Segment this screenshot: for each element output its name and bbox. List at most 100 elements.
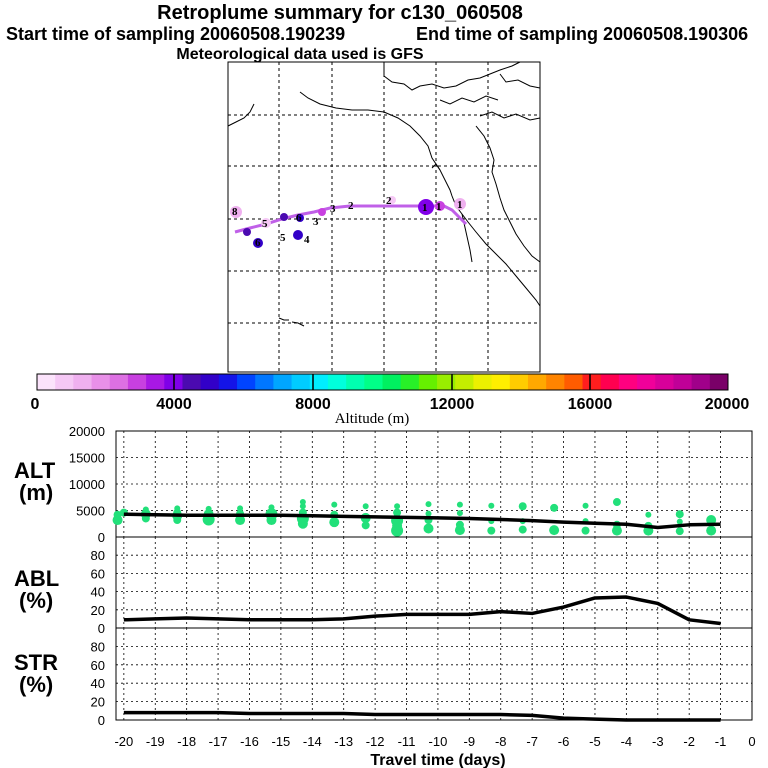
y-tick-label: 20 bbox=[91, 603, 105, 618]
traj-label: 1 bbox=[422, 202, 428, 214]
traj-label: 3 bbox=[313, 216, 319, 228]
trajectory-marker bbox=[243, 228, 251, 236]
particle-point bbox=[706, 515, 717, 526]
traj-label: 6 bbox=[296, 212, 302, 224]
y-tick-label: 40 bbox=[91, 676, 105, 691]
x-tick-label: -19 bbox=[146, 734, 165, 749]
colorbar-segment bbox=[655, 374, 674, 390]
x-tick-label: -15 bbox=[271, 734, 290, 749]
colorbar-segment bbox=[309, 374, 329, 390]
series-line bbox=[123, 595, 721, 626]
panel-frame bbox=[115, 627, 753, 721]
colorbar-segment bbox=[673, 374, 693, 390]
chart-title: Retroplume summary for c130_060508 bbox=[157, 2, 523, 24]
colorbar-segment bbox=[509, 374, 529, 390]
colorbar-segment bbox=[37, 374, 56, 390]
trajectory-marker bbox=[230, 206, 242, 218]
particle-point bbox=[299, 499, 306, 506]
particle-point bbox=[582, 502, 589, 509]
traj-label: 1 bbox=[457, 199, 463, 211]
colorbar-segment bbox=[346, 374, 365, 390]
x-tick-label: -17 bbox=[209, 734, 228, 749]
y-tick-label: 5000 bbox=[76, 504, 105, 519]
particle-point bbox=[423, 523, 434, 534]
str-panel-label: STR bbox=[14, 650, 58, 675]
traj-label: 3 bbox=[330, 203, 336, 215]
particle-point bbox=[425, 510, 432, 517]
y-tick-label: 60 bbox=[91, 658, 105, 673]
particle-point bbox=[237, 505, 244, 512]
x-tick-label: -2 bbox=[683, 734, 695, 749]
colorbar-tick: 12000 bbox=[430, 396, 475, 413]
map-gridlines bbox=[228, 62, 540, 372]
trajectory-marker bbox=[454, 198, 466, 210]
colorbar-segment bbox=[418, 374, 438, 390]
colorbar-segment bbox=[400, 374, 420, 390]
colorbar-tick: 20000 bbox=[705, 396, 750, 413]
y-tick-label: 40 bbox=[91, 585, 105, 600]
met-data-label: Meteorological data used is GFS bbox=[176, 46, 424, 63]
abl-panel-label: ABL bbox=[14, 566, 59, 591]
particle-point bbox=[394, 503, 401, 510]
particle-point bbox=[518, 525, 527, 534]
trajectory-marker bbox=[318, 208, 326, 216]
colorbar-segment bbox=[327, 374, 347, 390]
traj-label: 5 bbox=[280, 232, 286, 244]
x-tick-label: -10 bbox=[429, 734, 448, 749]
traj-label: 8 bbox=[232, 206, 238, 218]
alt-panel-label: ALT bbox=[14, 458, 56, 483]
particle-point bbox=[299, 503, 306, 510]
y-tick-label: 80 bbox=[91, 639, 105, 654]
traj-label: 2 bbox=[386, 195, 392, 207]
particle-point bbox=[550, 503, 559, 512]
particle-point bbox=[456, 510, 463, 517]
x-tick-label: -8 bbox=[495, 734, 507, 749]
particle-point bbox=[645, 511, 652, 518]
colorbar-segment bbox=[91, 374, 111, 390]
trajectory-marker bbox=[418, 199, 434, 215]
x-tick-label: -5 bbox=[589, 734, 601, 749]
particle-point bbox=[676, 518, 683, 525]
particle-point bbox=[329, 517, 340, 528]
particle-point bbox=[581, 526, 590, 535]
colorbar-segment bbox=[109, 374, 129, 390]
colorbar-segment bbox=[618, 374, 638, 390]
particle-point bbox=[706, 525, 717, 536]
particle-point bbox=[456, 501, 463, 508]
y-tick-label: 20 bbox=[91, 695, 105, 710]
colorbar-frame bbox=[36, 373, 729, 391]
colorbar-segment bbox=[273, 374, 293, 390]
trajectory-plume: 1 1 1 2 2 3 3 4 5 5 6 6 8 bbox=[230, 195, 468, 249]
y-tick-label: 10000 bbox=[69, 477, 105, 492]
colorbar-segment bbox=[237, 374, 256, 390]
trajectory-marker bbox=[253, 238, 263, 248]
particle-point bbox=[518, 502, 527, 511]
colorbar-label: Altitude (m) bbox=[335, 411, 410, 427]
particle-point bbox=[235, 515, 246, 526]
particle-point bbox=[488, 502, 495, 509]
colorbar-segment bbox=[546, 374, 565, 390]
x-tick-label: -13 bbox=[334, 734, 353, 749]
coastlines bbox=[227, 61, 541, 327]
abl-panel-units: (%) bbox=[19, 588, 53, 613]
colorbar-segment bbox=[491, 374, 511, 390]
trajectory-map: 1 1 1 2 2 3 3 4 5 5 6 6 8 bbox=[227, 61, 541, 373]
x-tick-label: -11 bbox=[398, 734, 416, 749]
colorbar-segment bbox=[437, 374, 456, 390]
particle-point bbox=[611, 525, 622, 536]
colorbar-segment bbox=[455, 374, 474, 390]
colorbar-segment bbox=[691, 374, 711, 390]
x-tick-label: -4 bbox=[621, 734, 633, 749]
particle-point bbox=[174, 505, 181, 512]
colorbar-segment bbox=[218, 374, 238, 390]
particle-point bbox=[268, 504, 275, 511]
x-tick-label: -18 bbox=[177, 734, 196, 749]
median-trajectory bbox=[234, 204, 468, 234]
traj-label: 6 bbox=[255, 237, 261, 249]
x-tick-label: -7 bbox=[526, 734, 538, 749]
trajectory-marker bbox=[435, 201, 445, 211]
particle-point bbox=[455, 520, 464, 529]
particle-point bbox=[362, 503, 369, 510]
traj-label: 5 bbox=[262, 218, 268, 230]
traj-label: 2 bbox=[348, 200, 354, 212]
